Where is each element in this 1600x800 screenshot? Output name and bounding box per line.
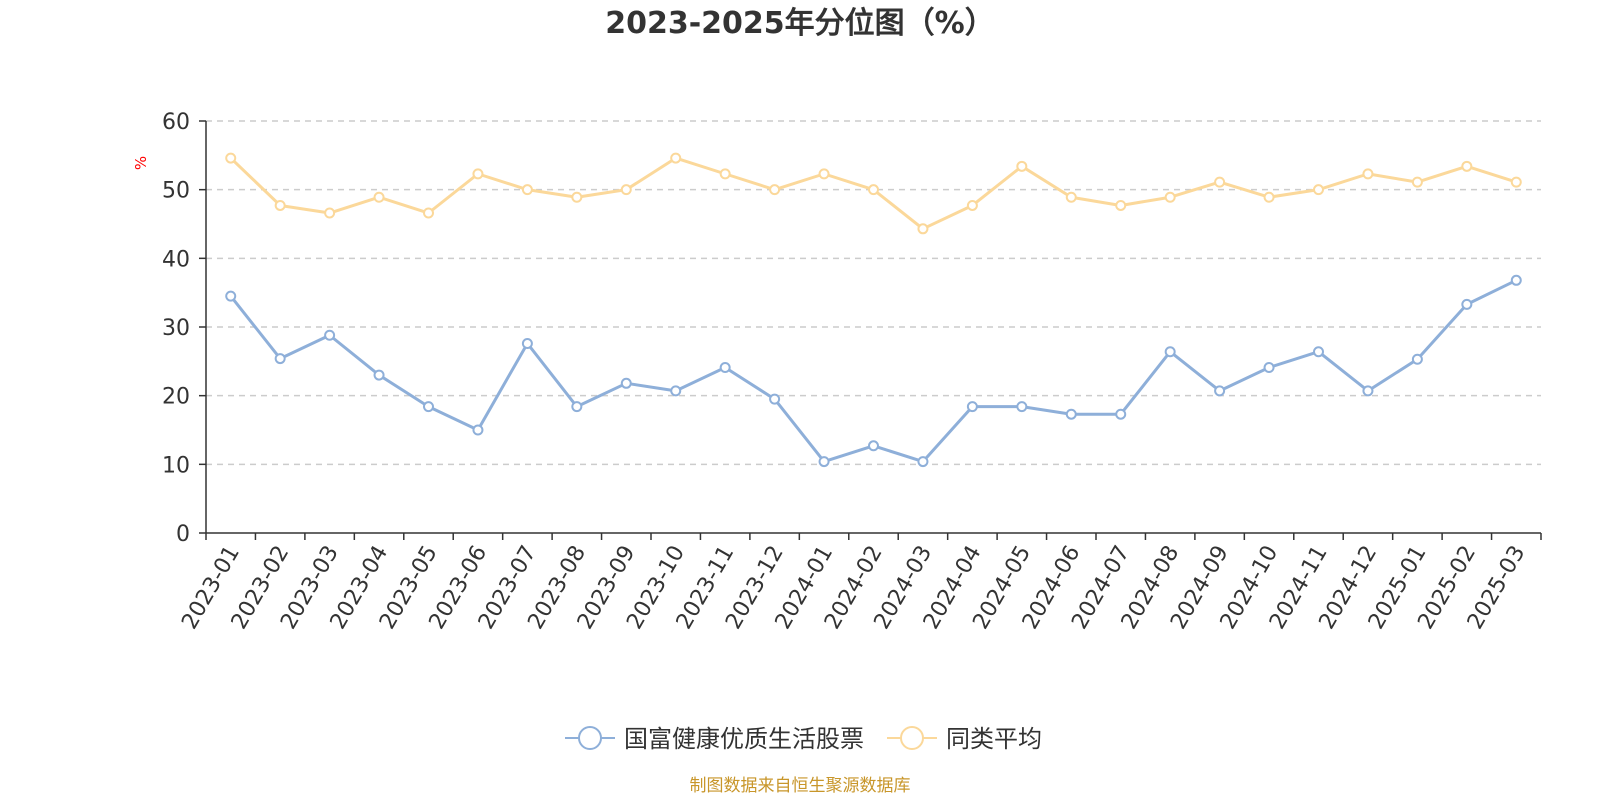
- y-tick-labels: 0 10 20 30 40 50 60: [162, 110, 190, 547]
- legend-item-2: 同类平均: [887, 725, 1042, 753]
- data-point: [1411, 353, 1423, 365]
- data-point: [620, 377, 632, 389]
- data-point: [818, 168, 830, 180]
- series-lines: [225, 152, 1522, 468]
- data-point: [719, 362, 731, 374]
- data-point: [818, 456, 830, 468]
- data-point: [1164, 346, 1176, 358]
- data-point: [1510, 274, 1522, 286]
- axes: [199, 120, 1542, 540]
- y-tick-label: 20: [162, 385, 190, 410]
- data-point: [719, 168, 731, 180]
- data-point: [521, 337, 533, 349]
- data-point: [225, 152, 237, 164]
- data-point: [1263, 362, 1275, 374]
- data-point: [1016, 401, 1028, 413]
- series-line: [229, 278, 1517, 464]
- data-point: [868, 184, 879, 196]
- data-point: [472, 424, 484, 436]
- data-point: [225, 290, 237, 302]
- series-1: [225, 274, 1522, 468]
- data-point: [1313, 346, 1324, 358]
- data-point: [620, 184, 632, 196]
- data-point: [769, 393, 781, 405]
- y-tick-label: 0: [176, 522, 190, 547]
- data-point: [571, 191, 583, 203]
- legend-item-1: 国富健康优质生活股票: [565, 725, 864, 753]
- data-point: [917, 223, 929, 235]
- y-tick-label: 50: [162, 179, 190, 204]
- data-point: [571, 401, 583, 413]
- y-tick-label: 30: [162, 316, 190, 341]
- chart-title: 2023-2025年分位图（%）: [605, 6, 995, 41]
- data-point: [373, 191, 385, 203]
- legend-label: 同类平均: [946, 725, 1042, 753]
- data-point: [670, 385, 682, 397]
- data-point: [1313, 184, 1324, 196]
- x-tick-labels: 2023-012023-022023-032023-042023-052023-…: [177, 542, 1530, 634]
- y-tick-label: 10: [162, 453, 190, 478]
- data-point: [966, 199, 978, 211]
- data-point: [1411, 176, 1423, 188]
- data-point: [423, 401, 434, 413]
- legend-label: 国富健康优质生活股票: [624, 725, 864, 753]
- data-point: [274, 353, 286, 365]
- data-point: [769, 184, 781, 196]
- data-point: [1164, 191, 1176, 203]
- data-point: [1065, 408, 1077, 420]
- data-point: [1510, 176, 1522, 188]
- y-tick-label: 40: [162, 247, 190, 272]
- data-point: [670, 152, 682, 164]
- data-point: [917, 456, 929, 468]
- data-point: [868, 440, 879, 452]
- data-point: [324, 207, 336, 219]
- legend: 国富健康优质生活股票 同类平均: [565, 725, 1042, 753]
- data-point: [1214, 176, 1226, 188]
- series-2: [225, 152, 1522, 235]
- legend-marker: [578, 726, 602, 750]
- data-point: [1362, 385, 1374, 397]
- data-point: [1214, 385, 1226, 397]
- data-point: [1263, 191, 1275, 203]
- source-note: 制图数据来自恒生聚源数据库: [690, 776, 911, 796]
- data-point: [1362, 168, 1374, 180]
- data-point: [324, 329, 336, 341]
- data-point: [966, 401, 978, 413]
- grid-lines: [206, 120, 1541, 466]
- y-axis-unit: %: [132, 156, 150, 170]
- data-point: [1115, 199, 1127, 211]
- data-point: [472, 168, 484, 180]
- data-point: [274, 199, 286, 211]
- data-point: [1016, 160, 1028, 172]
- data-point: [1065, 191, 1077, 203]
- data-point: [521, 184, 533, 196]
- data-point: [1461, 160, 1473, 172]
- data-point: [373, 369, 385, 381]
- data-point: [1461, 298, 1473, 310]
- data-point: [1115, 408, 1127, 420]
- y-tick-label: 60: [162, 110, 190, 135]
- data-point: [423, 207, 434, 219]
- legend-marker: [900, 726, 924, 750]
